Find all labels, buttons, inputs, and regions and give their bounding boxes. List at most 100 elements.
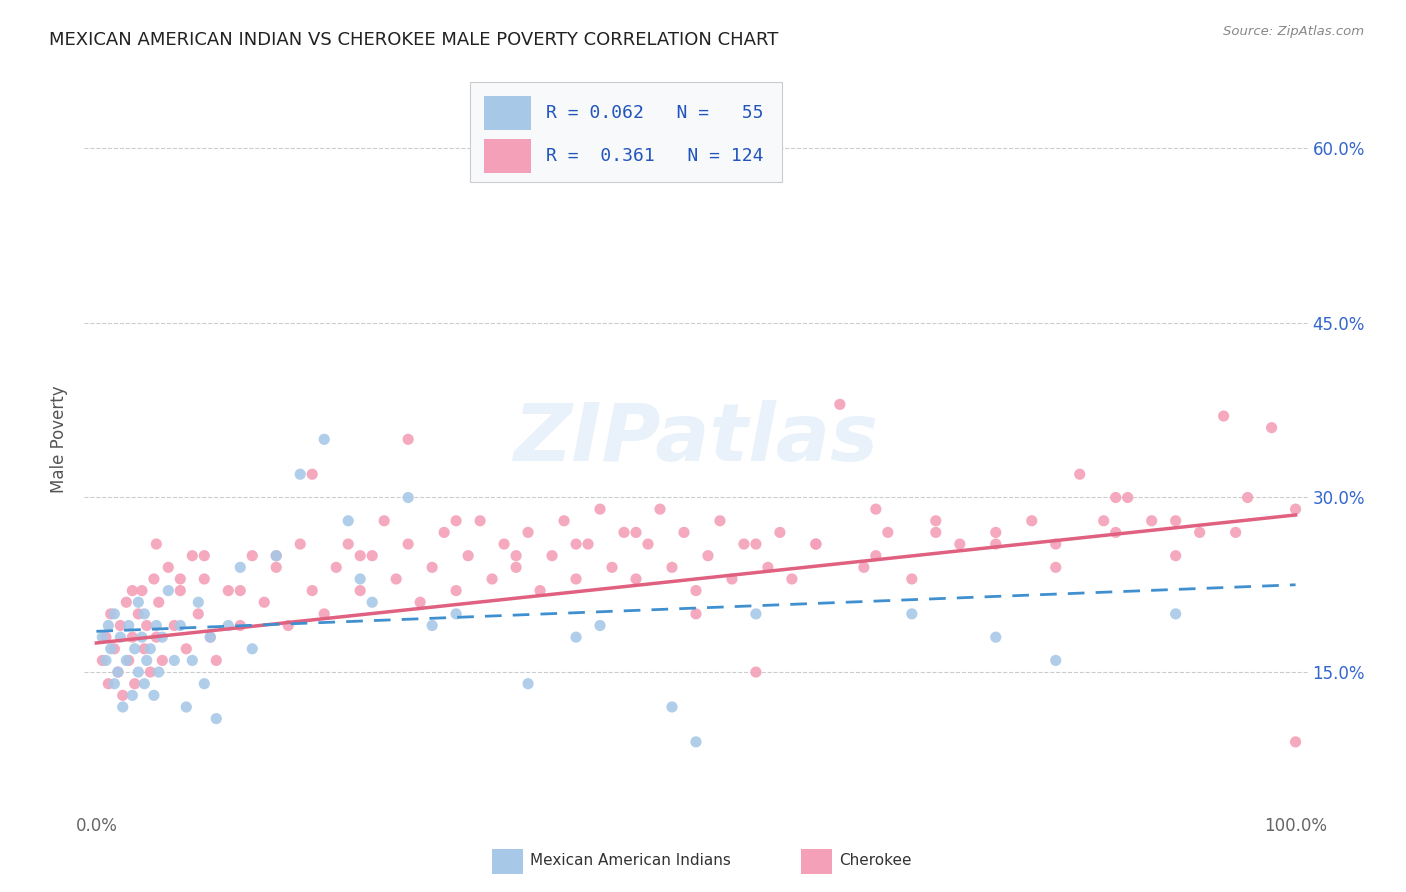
Bar (484, 96, 531, 130)
Point (131, 630, 153, 644)
Text: Source: ZipAtlas.com: Source: ZipAtlas.com (1223, 25, 1364, 38)
Point (349, 549, 371, 563)
Point (193, 549, 215, 563)
Text: Mexican American Indians: Mexican American Indians (530, 854, 731, 868)
Point (444, 514, 467, 528)
Point (1164, 607, 1187, 621)
Point (200, 630, 222, 644)
Point (169, 583, 191, 598)
Point (181, 549, 204, 563)
Point (229, 560, 252, 574)
Point (142, 689, 165, 703)
Point (984, 630, 1007, 644)
Point (685, 583, 707, 598)
Point (984, 537, 1007, 551)
Point (314, 607, 336, 621)
Point (385, 572, 408, 586)
Point (174, 700, 197, 714)
Point (240, 641, 263, 656)
Point (135, 653, 157, 667)
Point (145, 537, 167, 551)
Point (97, 618, 120, 632)
Point (157, 583, 180, 598)
Point (103, 676, 125, 690)
Point (396, 433, 419, 447)
Point (685, 607, 707, 621)
Point (264, 560, 287, 574)
Point (193, 572, 215, 586)
Point (1105, 525, 1128, 540)
Point (115, 653, 138, 667)
Point (685, 735, 707, 749)
Point (301, 583, 323, 598)
Point (142, 572, 165, 586)
Point (217, 583, 239, 598)
Point (229, 583, 252, 598)
Point (361, 595, 384, 609)
Point (589, 618, 612, 632)
Point (103, 641, 125, 656)
Point (253, 595, 276, 609)
Point (648, 502, 671, 516)
Point (661, 560, 683, 574)
Text: MEXICAN AMERICAN INDIAN VS CHEROKEE MALE POVERTY CORRELATION CHART: MEXICAN AMERICAN INDIAN VS CHEROKEE MALE… (49, 31, 779, 49)
Point (505, 549, 527, 563)
Point (325, 560, 347, 574)
Point (565, 630, 588, 644)
Text: ZIPatlas: ZIPatlas (513, 401, 879, 478)
Point (127, 607, 149, 621)
Point (94, 630, 117, 644)
Point (200, 630, 222, 644)
Point (131, 583, 153, 598)
Point (121, 630, 143, 644)
Point (337, 514, 360, 528)
Point (277, 618, 299, 632)
Point (804, 537, 827, 551)
Point (124, 676, 146, 690)
Point (205, 712, 228, 726)
Point (409, 595, 432, 609)
Point (127, 665, 149, 679)
Point (1164, 549, 1187, 563)
Point (709, 514, 731, 528)
Point (745, 665, 768, 679)
Point (139, 641, 162, 656)
Point (697, 549, 720, 563)
Point (1045, 653, 1067, 667)
Point (301, 467, 323, 482)
Y-axis label: Male Poverty: Male Poverty (51, 385, 69, 493)
Point (661, 700, 683, 714)
Point (505, 560, 527, 574)
Point (865, 502, 887, 516)
Point (1140, 514, 1163, 528)
Point (134, 676, 156, 690)
Point (468, 514, 491, 528)
Point (925, 514, 948, 528)
Point (804, 537, 827, 551)
Point (169, 572, 191, 586)
Point (91, 653, 114, 667)
Point (396, 537, 419, 551)
Text: R = 0.062   N =   55: R = 0.062 N = 55 (546, 104, 763, 122)
Point (481, 572, 503, 586)
Point (828, 397, 851, 411)
Point (107, 665, 129, 679)
Point (163, 653, 186, 667)
Point (148, 665, 170, 679)
Point (1225, 525, 1247, 540)
Point (494, 537, 516, 551)
Text: Cherokee: Cherokee (839, 854, 912, 868)
Point (107, 665, 129, 679)
Point (103, 607, 125, 621)
Point (148, 595, 170, 609)
Point (541, 549, 564, 563)
Point (517, 676, 540, 690)
Point (901, 607, 924, 621)
Point (110, 618, 132, 632)
Point (205, 653, 228, 667)
Point (181, 653, 204, 667)
Point (1188, 525, 1211, 540)
Point (169, 618, 191, 632)
Point (1045, 537, 1067, 551)
Point (193, 676, 215, 690)
